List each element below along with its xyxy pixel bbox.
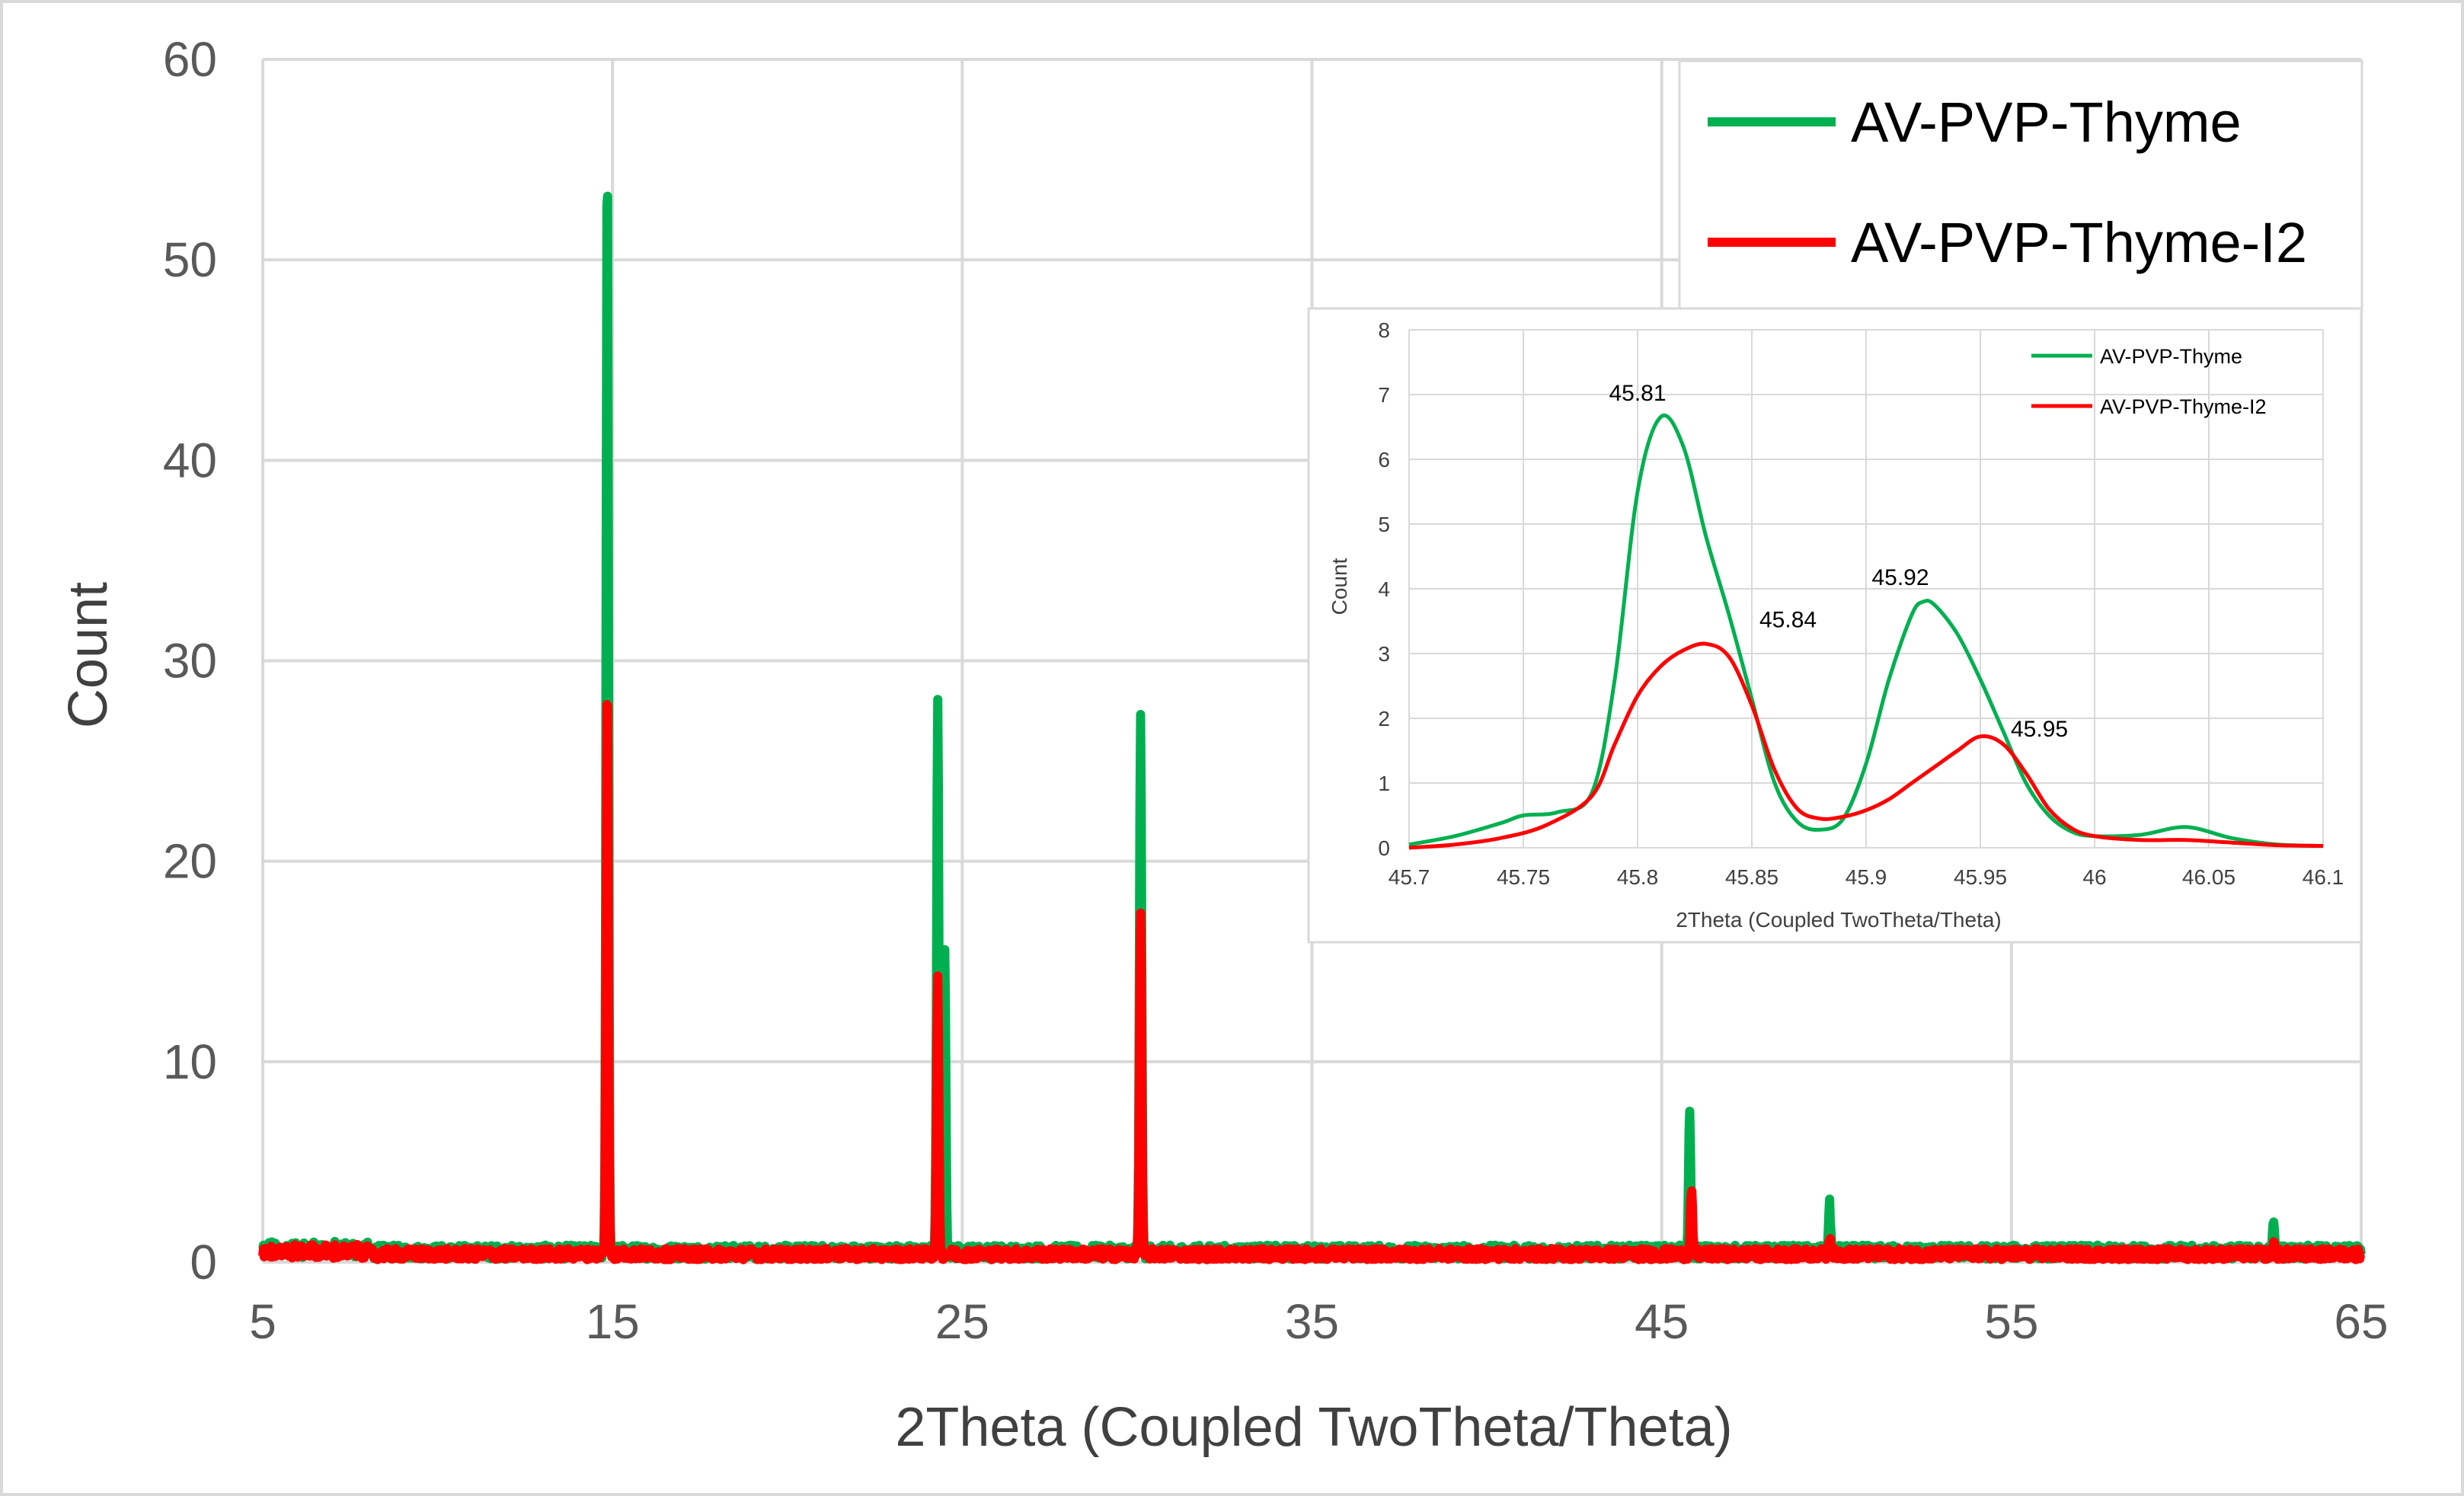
inset-x-tick-label: 45.8 [1617,865,1659,889]
inset-y-tick-labels: 0 1 2 3 4 5 6 7 8 [1378,318,1390,860]
inset-gridlines [1408,329,2324,849]
inset-x-tick-labels: 45.7 45.75 45.8 45.85 45.9 45.95 46 46.05 46.1 [1389,865,2344,889]
main-y-tick-label: 0 [190,1235,217,1290]
inset-x-tick-label: 45.85 [1725,865,1778,889]
main-x-tick-label: 55 [1984,1294,2038,1349]
inset-y-tick-label: 8 [1378,318,1390,342]
legend-label-av-pvp-thyme: AV-PVP-Thyme [1851,91,2242,154]
inset-y-tick-label: 0 [1378,836,1390,860]
main-y-tick-label: 30 [163,634,217,689]
main-x-axis-title: 2Theta (Coupled TwoTheta/Theta) [895,1397,1732,1458]
inset-x-tick-label: 45.7 [1389,865,1430,889]
main-y-tick-label: 10 [163,1034,217,1089]
main-y-tick-label: 40 [163,433,217,487]
main-y-tick-labels: 0 10 20 30 40 50 60 [163,32,217,1290]
inset-peak-label-45-81: 45.81 [1609,381,1666,406]
inset-y-tick-label: 2 [1378,707,1390,730]
main-series-av-pvp-thyme-i2 [258,700,2366,1264]
main-x-tick-label: 65 [2334,1294,2388,1349]
inset-peak-label-45-95: 45.95 [2011,717,2068,742]
inset-background [1307,307,2363,944]
main-series-lines [258,191,2366,1264]
inset-y-tick-label: 5 [1378,513,1390,536]
inset-x-tick-label: 46.05 [2182,865,2235,889]
main-x-tick-label: 25 [935,1294,989,1349]
inset-y-tick-label: 3 [1378,642,1390,666]
inset-peak-label-45-92: 45.92 [1871,565,1929,590]
inset-series-av-pvp-thyme-i2 [1408,641,2324,850]
main-x-tick-label: 5 [249,1294,276,1349]
inset-peak-label-45-84: 45.84 [1759,607,1817,632]
main-y-tick-label: 50 [163,232,217,287]
main-legend-box [1678,59,2363,314]
inset-x-tick-label: 46 [2082,865,2106,889]
inset-y-tick-label: 4 [1378,577,1390,601]
inset-series-av-pvp-thyme [1408,414,2324,848]
inset-y-tick-label: 7 [1378,383,1390,407]
main-x-tick-labels: 5 15 25 35 45 55 65 [249,1294,2388,1349]
main-x-tick-label: 45 [1635,1294,1689,1349]
main-x-tick-label: 35 [1285,1294,1339,1349]
legend-label-av-pvp-thyme-i2: AV-PVP-Thyme-I2 [1851,211,2307,274]
inset-y-tick-label: 1 [1378,772,1390,795]
main-y-axis-title: Count [58,582,119,728]
inset-legend: AV-PVP-Thyme AV-PVP-Thyme-I2 [2031,345,2267,418]
inset-y-tick-label: 6 [1378,448,1390,471]
inset-y-axis-title: Count [1328,558,1351,615]
main-y-tick-label: 20 [163,834,217,889]
main-legend: AV-PVP-Thyme AV-PVP-Thyme-I2 [1678,59,2363,314]
inset-series-lines [1408,414,2324,850]
inset-x-tick-label: 45.75 [1497,865,1550,889]
inset-legend-label-av-pvp-thyme: AV-PVP-Thyme [2100,345,2242,368]
inset-peak-labels: 45.81 45.84 45.92 45.95 [1609,381,2068,742]
main-x-tick-label: 15 [586,1294,640,1349]
main-y-tick-label: 60 [163,32,217,87]
inset-x-tick-label: 45.9 [1846,865,1887,889]
inset-x-tick-label: 45.95 [1954,865,2007,889]
inset-x-tick-label: 46.1 [2303,865,2344,889]
inset-legend-label-av-pvp-thyme-i2: AV-PVP-Thyme-I2 [2100,395,2267,418]
inset-x-axis-title: 2Theta (Coupled TwoTheta/Theta) [1676,908,2002,932]
